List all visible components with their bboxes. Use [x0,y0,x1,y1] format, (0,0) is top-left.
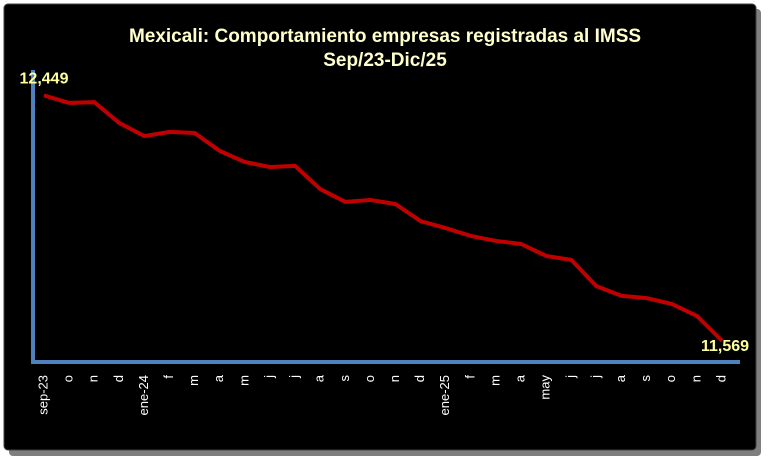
x-tick-label: d [412,375,427,382]
x-tick-label: s [337,375,352,382]
x-tick-label: o [61,375,76,382]
x-tick-label: f [462,375,477,379]
x-tick-label: n [86,375,101,382]
chart-title: Mexicali: Comportamiento empresas regist… [129,26,641,47]
x-tick-label: ene-25 [437,375,452,415]
x-tick-label: j [261,375,276,379]
data-label: 11,569 [701,338,749,355]
line-series [43,93,724,343]
x-tick-label: j [287,375,302,379]
x-tick-label: n [387,375,402,382]
x-tick-label: a [513,374,528,382]
x-tick-label: j [563,375,578,379]
x-tick-label: d [713,375,728,382]
x-tick-label: ene-24 [136,375,151,415]
x-tick-label: sep-23 [35,375,50,415]
x-tick-label: o [663,375,678,382]
chart-background [3,3,757,451]
x-tick-label: a [211,374,226,382]
x-tick-label: m [186,375,201,386]
x-tick-label: o [362,375,377,382]
x-tick-label: m [236,375,251,386]
x-tick-label: a [312,374,327,382]
x-tick-label: s [638,375,653,382]
x-tick-label: may [538,375,553,400]
x-tick-label: f [161,375,176,379]
x-tick-label: a [613,374,628,382]
x-tick-label: d [111,375,126,382]
data-label: 12,449 [20,71,69,88]
x-tick-label: j [588,375,603,379]
x-tick-label: n [688,375,703,382]
x-tick-label: m [487,375,502,386]
chart-subtitle: Sep/23-Dic/25 [323,50,447,71]
